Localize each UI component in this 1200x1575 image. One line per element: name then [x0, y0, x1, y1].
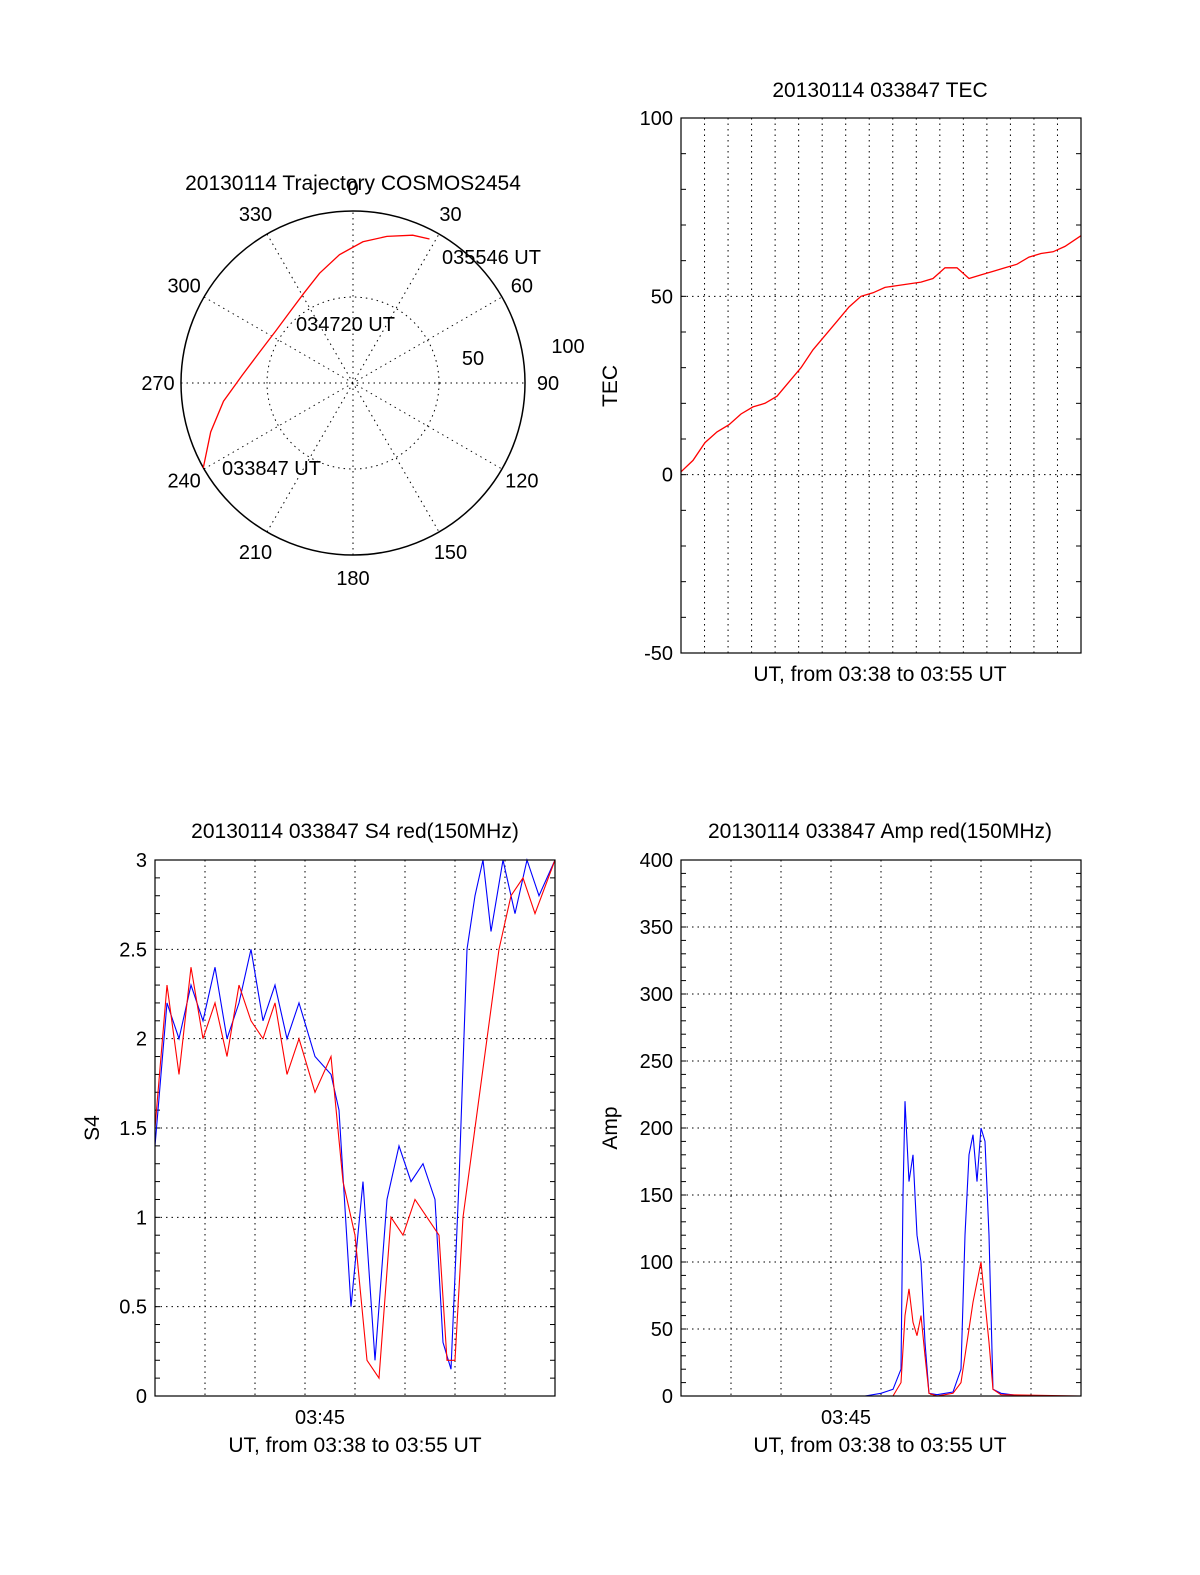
s4-y-axis-label: S4 [81, 1115, 104, 1141]
polar-azimuth-label: 180 [336, 568, 369, 590]
s4-frame [154, 859, 556, 1397]
tec-series-line [680, 235, 1082, 473]
polar-ring-50 [266, 296, 440, 470]
tec-frame [680, 117, 1082, 654]
y-tick-label: 200 [640, 1118, 673, 1140]
tec-y-tick-labels: -50 0 50 100 [640, 108, 673, 665]
polar-azimuth-label: 300 [167, 276, 200, 298]
polar-azimuth-label: 210 [239, 542, 272, 564]
tec-x-axis-label: UT, from 03:38 to 03:55 UT [753, 663, 1006, 686]
polar-azimuth-labels: 0 30 60 90 120 150 180 210 240 270 300 330 [141, 178, 559, 590]
y-tick-label: -50 [644, 643, 673, 665]
s4-red-series-line [154, 859, 556, 1380]
amp-grid [681, 859, 1081, 1397]
s4-title: 20130114 033847 S4 red(150MHz) [191, 820, 519, 843]
tec-y-axis-label: TEC [599, 365, 622, 407]
s4-x-axis-label: UT, from 03:38 to 03:55 UT [228, 1434, 481, 1457]
polar-azimuth-label: 240 [167, 471, 200, 493]
trajectory-annotation-mid: 034720 UT [296, 314, 395, 336]
amp-panel: 20130114 033847 Amp red(150MHz) 0 50 100 15… [599, 820, 1082, 1457]
y-tick-label: 1.5 [119, 1118, 147, 1140]
s4-x-tick-label: 03:45 [295, 1407, 345, 1429]
amp-blue-series-line [681, 1101, 1081, 1397]
trajectory-series-line [202, 234, 430, 468]
amp-frame [680, 859, 1082, 1397]
y-tick-label: 0 [662, 465, 673, 487]
y-tick-label: 0 [662, 1386, 673, 1408]
polar-spokes [181, 211, 525, 555]
polar-azimuth-label: 150 [434, 542, 467, 564]
trajectory-title: 20130114 Trajectory COSMOS2454 [185, 172, 521, 195]
polar-azimuth-label: 120 [505, 471, 538, 493]
y-tick-label: 0 [136, 1386, 147, 1408]
tec-grid [681, 117, 1081, 654]
y-tick-label: 150 [640, 1185, 673, 1207]
tec-title: 20130114 033847 TEC [772, 79, 987, 102]
polar-elevation-label-50: 50 [462, 348, 484, 370]
amp-x-axis-label: UT, from 03:38 to 03:55 UT [753, 1434, 1006, 1457]
amp-title: 20130114 033847 Amp red(150MHz) [708, 820, 1052, 843]
y-tick-label: 300 [640, 984, 673, 1006]
y-tick-label: 0.5 [119, 1297, 147, 1319]
polar-spoke [266, 233, 440, 533]
trajectory-annotation-end: 035546 UT [442, 247, 541, 269]
y-tick-label: 2.5 [119, 939, 147, 961]
amp-y-axis-label: Amp [599, 1106, 622, 1149]
y-tick-label: 2 [136, 1029, 147, 1051]
amp-red-series-line [681, 1261, 1082, 1397]
tec-panel: 20130114 033847 TEC -50 0 50 100 TEC UT, fr… [599, 79, 1082, 686]
s4-blue-series-line [154, 857, 556, 1370]
trajectory-panel: 20130114 Trajectory COSMOS2454 0 30 60 90 12… [141, 172, 584, 590]
polar-azimuth-label: 30 [439, 204, 461, 226]
amp-x-tick-label: 03:45 [821, 1407, 871, 1429]
s4-panel: 20130114 033847 S4 red(150MHz) 0 0.5 1 1.5 2… [81, 820, 556, 1457]
polar-azimuth-label: 90 [537, 373, 559, 395]
s4-grid [155, 859, 555, 1397]
y-tick-label: 350 [640, 917, 673, 939]
y-tick-label: 50 [651, 1319, 673, 1341]
y-tick-label: 50 [651, 286, 673, 308]
y-tick-label: 400 [640, 850, 673, 872]
y-tick-label: 250 [640, 1051, 673, 1073]
y-tick-label: 100 [640, 108, 673, 130]
s4-y-tick-labels: 0 0.5 1 1.5 2 2.5 3 [119, 850, 147, 1408]
polar-elevation-label-100: 100 [551, 336, 584, 358]
y-tick-label: 100 [640, 1252, 673, 1274]
polar-azimuth-label: 0 [347, 178, 358, 200]
trajectory-annotation-start: 033847 UT [222, 458, 321, 480]
y-tick-label: 1 [136, 1207, 147, 1229]
polar-azimuth-label: 270 [141, 373, 174, 395]
polar-azimuth-label: 60 [511, 276, 533, 298]
polar-azimuth-label: 330 [239, 204, 272, 226]
y-tick-label: 3 [136, 850, 147, 872]
amp-y-tick-labels: 0 50 100 150 200 250 300 350 400 [640, 850, 673, 1408]
